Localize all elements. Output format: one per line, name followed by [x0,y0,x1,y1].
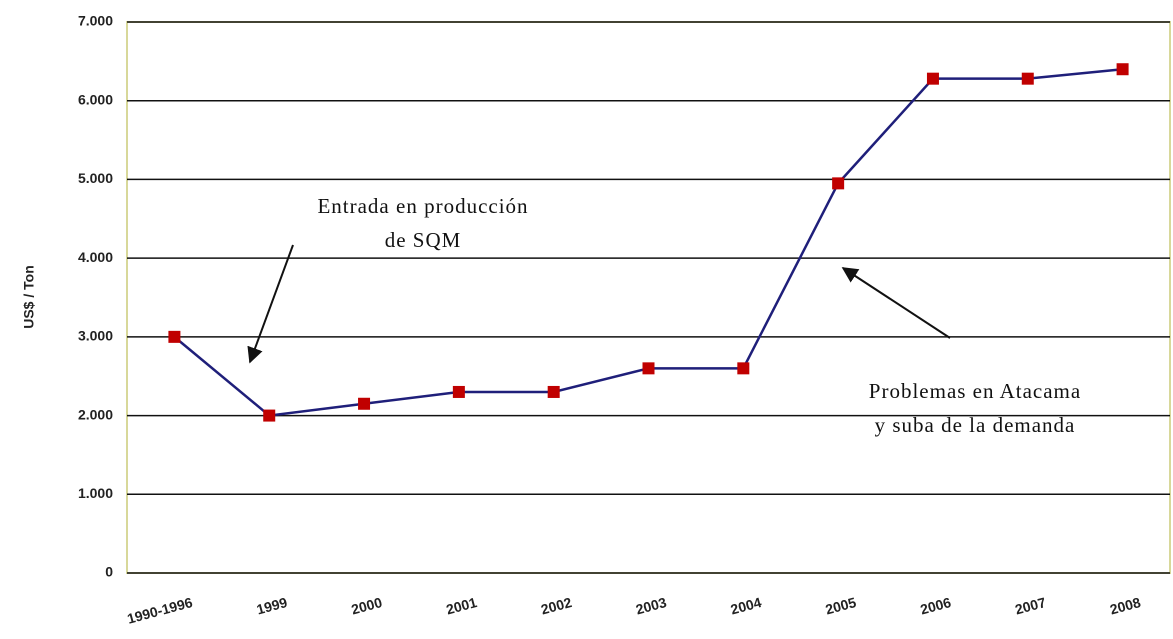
y-tick-label: 4.000 [78,249,113,265]
plot-area [126,21,1171,574]
marker [1021,72,1034,85]
y-tick-label: 3.000 [78,328,113,344]
marker [168,330,181,343]
y-tick-label: 1.000 [78,485,113,501]
marker [263,409,276,422]
y-tick-label: 7.000 [78,13,113,29]
x-tick-label: 2005 [824,594,858,618]
annotation: de SQM [385,228,462,252]
x-tick-label: 2007 [1013,594,1047,618]
y-tick-label: 6.000 [78,91,113,107]
y-axis-label: US$ / Ton [21,265,37,329]
arrow [841,267,951,339]
marker [1116,63,1129,76]
marker [642,362,655,375]
x-tick-label: 2004 [729,594,763,618]
x-tick-label: 2000 [350,594,384,618]
marker [926,72,939,85]
annotation: Entrada en producción [317,194,528,218]
arrow [247,244,294,364]
x-tick-label: 2003 [634,594,668,618]
marker [737,362,750,375]
marker [452,385,465,398]
x-tick-label: 2002 [539,594,573,618]
marker [547,385,560,398]
x-tick-label: 1999 [255,594,289,618]
y-tick-label: 0 [105,564,113,580]
x-tick-label: 2008 [1108,594,1142,618]
marker [832,177,845,190]
x-tick-label: 1990-1996 [125,594,194,627]
annotation: Problemas en Atacama [869,379,1081,403]
x-tick-label: 2001 [444,594,478,618]
y-tick-label: 2.000 [78,406,113,422]
x-tick-label: 2006 [918,594,952,618]
y-tick-label: 5.000 [78,170,113,186]
marker [358,397,371,410]
annotation: y suba de la demanda [875,413,1076,437]
